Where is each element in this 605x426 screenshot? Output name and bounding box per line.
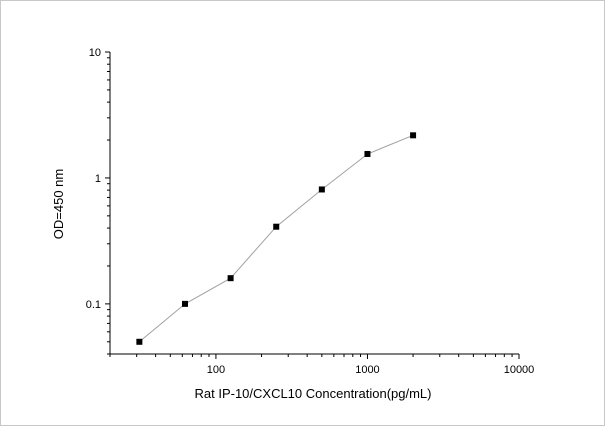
data-point xyxy=(181,300,188,307)
data-point xyxy=(318,186,325,193)
x-tick-label: 100 xyxy=(207,364,225,376)
data-point xyxy=(273,223,280,230)
data-point xyxy=(136,338,143,345)
y-tick-label: 10 xyxy=(89,47,101,59)
axes: 100 1000 10000 0.1 1 10 xyxy=(86,47,535,376)
series-line xyxy=(139,134,414,343)
x-tick-label: 1000 xyxy=(355,364,379,376)
series-layer xyxy=(136,132,417,345)
y-axis-title: OD=450 nm xyxy=(51,169,66,239)
data-point xyxy=(227,275,234,282)
data-point xyxy=(410,132,417,139)
y-tick-label: 0.1 xyxy=(86,299,101,311)
x-tick-label: 10000 xyxy=(504,364,535,376)
x-axis-title: Rat IP-10/CXCL10 Concentration(pg/mL) xyxy=(194,386,431,401)
data-point xyxy=(364,150,371,157)
y-tick-label: 1 xyxy=(95,173,101,185)
